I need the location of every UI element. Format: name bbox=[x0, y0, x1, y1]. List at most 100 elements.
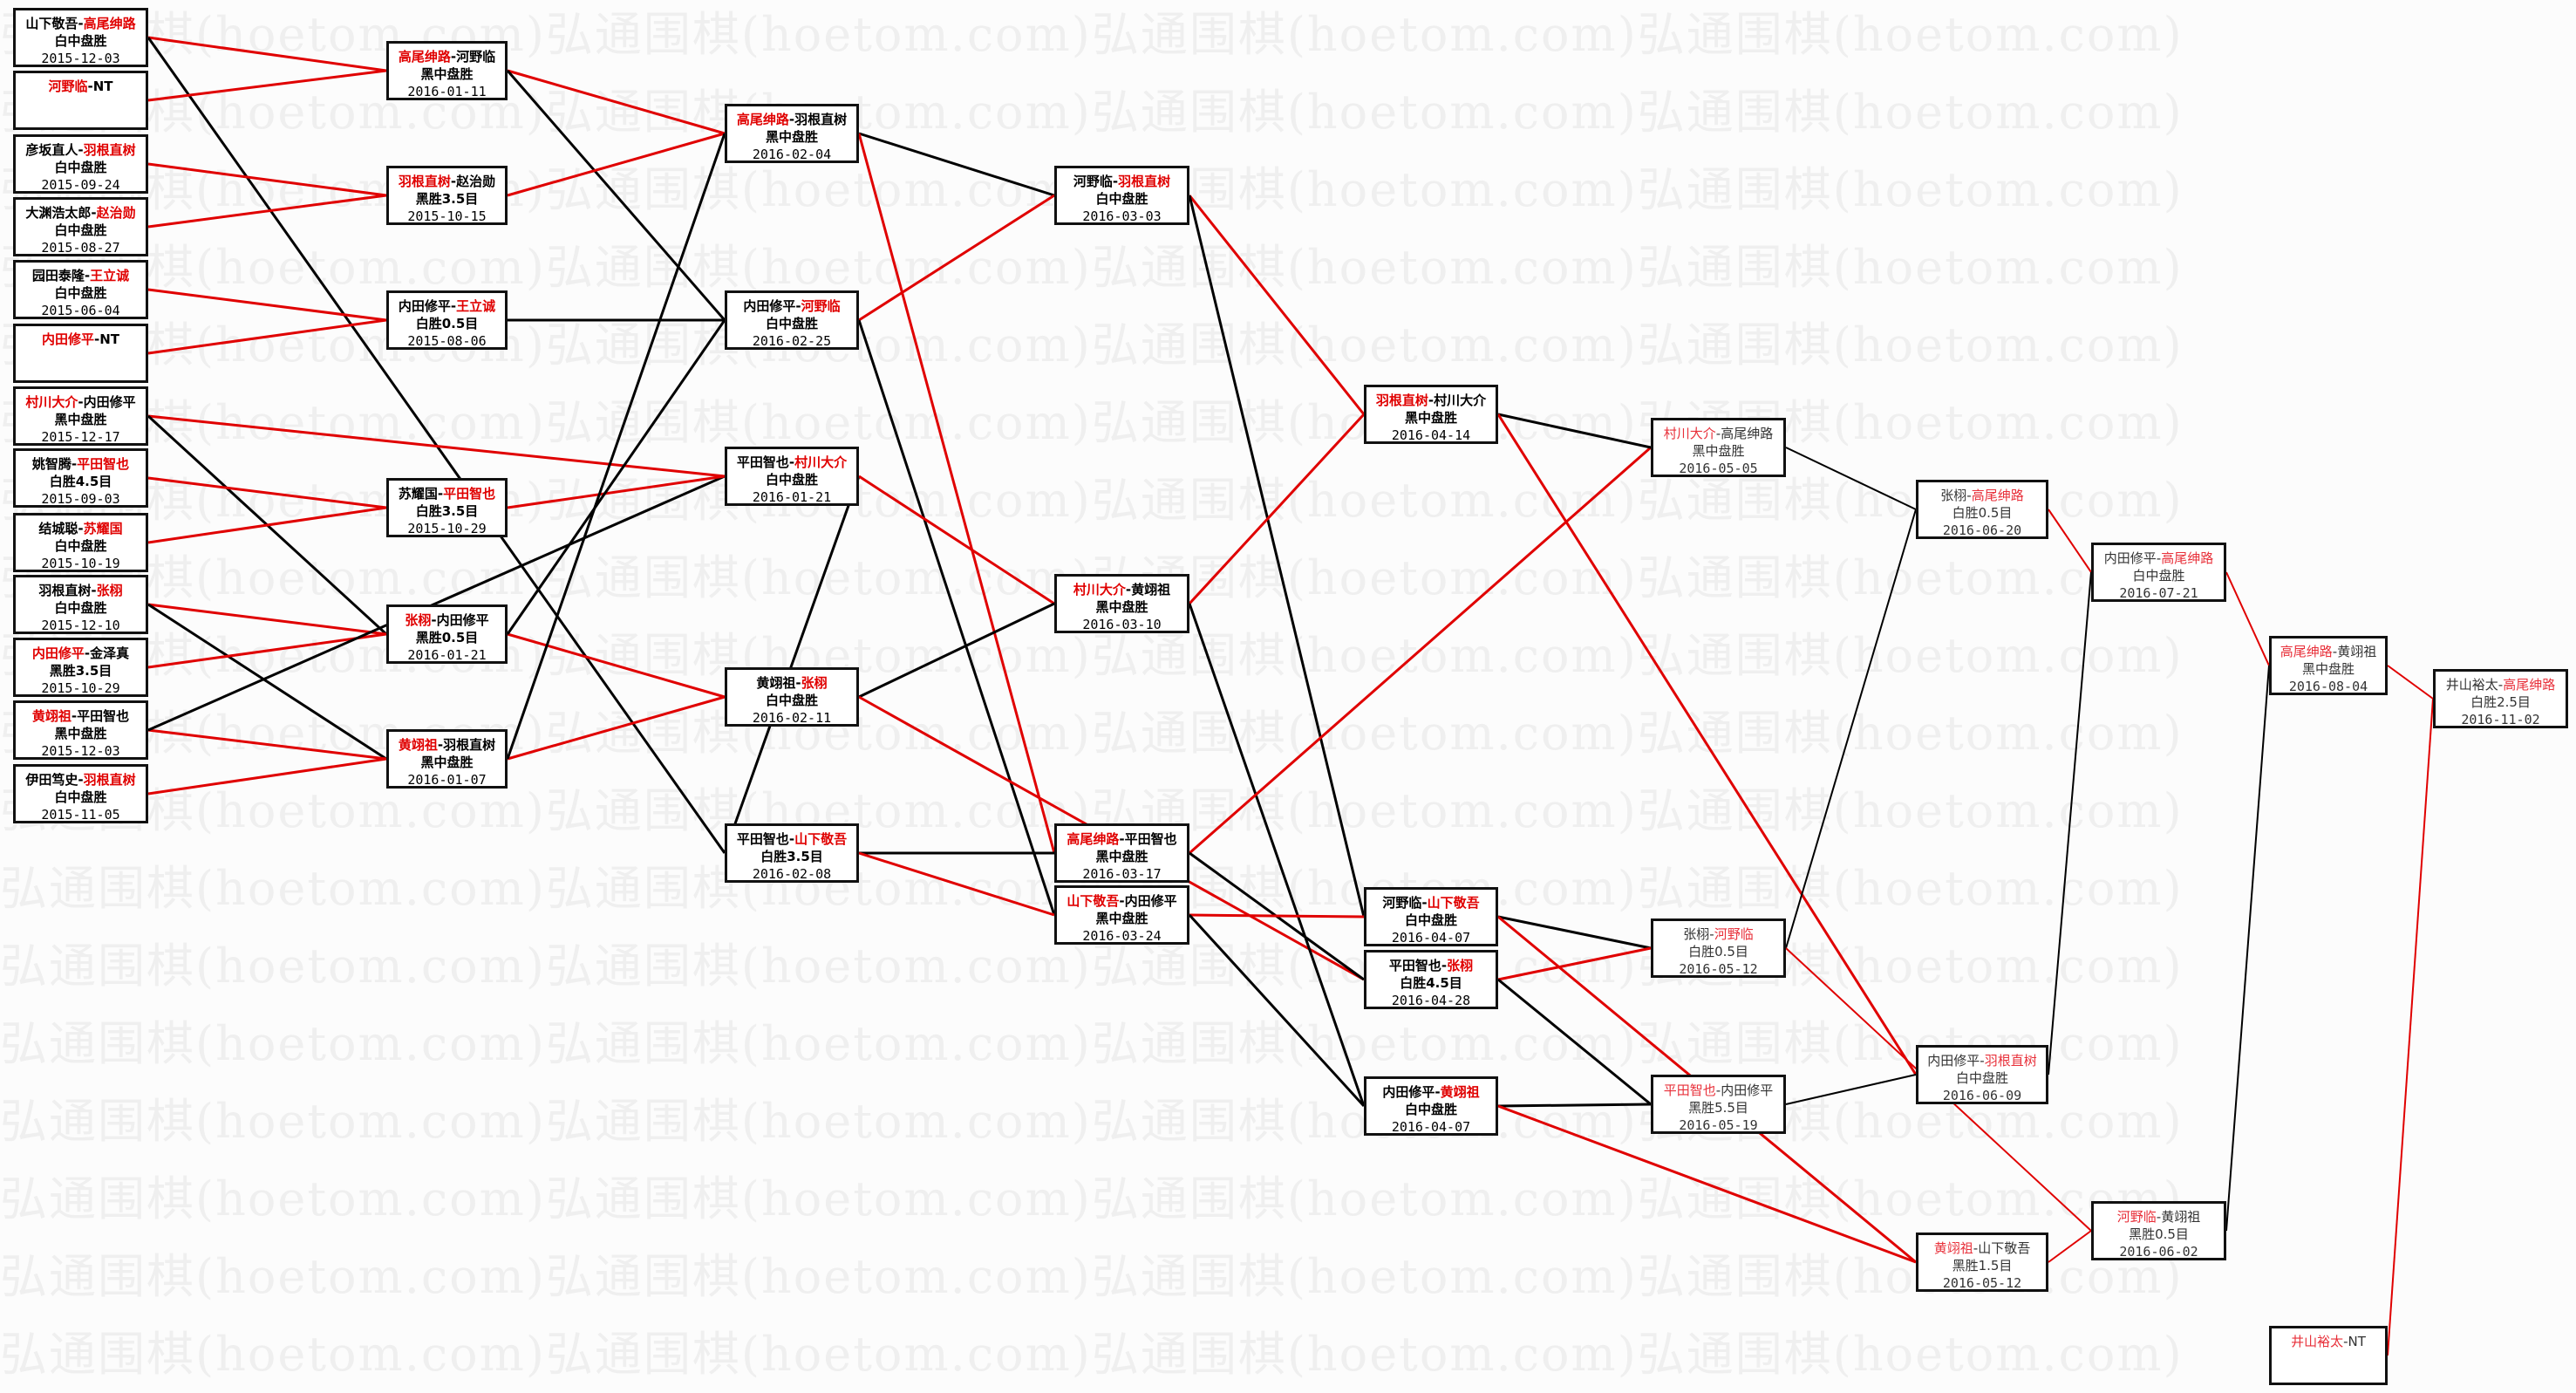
bracket-link-black bbox=[1497, 915, 1652, 950]
game-box[interactable]: 伊田笃史-羽根直树 白中盘胜 2015-11-05 bbox=[13, 764, 148, 823]
bracket-link-black bbox=[1188, 195, 1366, 918]
game-box[interactable]: 张栩-河野临 白胜0.5目 2016-05-12 bbox=[1651, 918, 1786, 978]
separator: - bbox=[78, 521, 84, 536]
player-2: 内田修平 bbox=[436, 612, 489, 628]
game-box[interactable]: 姚智腾-平田智也 白胜4.5目 2015-09-03 bbox=[13, 448, 148, 508]
bracket-link-red bbox=[1497, 1104, 1917, 1264]
game-date: 2016-02-08 bbox=[752, 866, 832, 882]
game-players: 高尾绅路-黄翊祖 bbox=[2272, 643, 2385, 660]
game-players: 姚智腾-平田智也 bbox=[16, 455, 146, 473]
game-box[interactable]: 张栩-高尾绅路 白胜0.5目 2016-06-20 bbox=[1916, 480, 2048, 539]
game-date: 2016-06-20 bbox=[1942, 522, 2022, 538]
separator: - bbox=[71, 456, 78, 472]
player-2: 山下敬吾 bbox=[1427, 895, 1480, 911]
game-date: 2016-05-12 bbox=[1679, 961, 1758, 977]
separator: - bbox=[2343, 1334, 2348, 1349]
game-box[interactable]: 井山裕太-NT bbox=[2269, 1326, 2388, 1385]
bracket-link-red bbox=[1189, 446, 1652, 855]
player-2: 羽根直树 bbox=[83, 142, 136, 158]
separator: - bbox=[1715, 426, 1721, 441]
game-box[interactable]: 内田修平-高尾绅路 白中盘胜 2016-07-21 bbox=[2091, 543, 2226, 602]
game-date: 2015-10-15 bbox=[407, 208, 487, 224]
game-box[interactable]: 羽根直树-赵治勋 黑胜3.5目 2015-10-15 bbox=[386, 166, 508, 225]
game-box[interactable]: 村川大介-黄翊祖 黑中盘胜 2016-03-10 bbox=[1054, 574, 1189, 633]
game-box[interactable]: 黄翊祖-山下敬吾 黑胜1.5目 2016-05-12 bbox=[1916, 1233, 2048, 1292]
separator: - bbox=[1715, 1082, 1721, 1098]
game-box[interactable]: 内田修平-王立诚 白胜0.5目 2015-08-06 bbox=[386, 290, 508, 350]
player-2: NT bbox=[2348, 1334, 2366, 1349]
game-box[interactable]: 河野临-羽根直树 白中盘胜 2016-03-03 bbox=[1054, 166, 1189, 225]
player-1: 井山裕太 bbox=[2291, 1334, 2344, 1349]
game-players: 河野临-黄翊祖 bbox=[2094, 1208, 2224, 1226]
player-2: 黄翊祖 bbox=[2337, 644, 2377, 659]
separator: - bbox=[788, 112, 795, 127]
game-box[interactable]: 山下敬吾-高尾绅路 白中盘胜 2015-12-03 bbox=[13, 8, 148, 67]
game-box[interactable]: 高尾绅路-平田智也 黑中盘胜 2016-03-17 bbox=[1054, 823, 1189, 883]
player-2: 山下敬吾 bbox=[1978, 1240, 2031, 1256]
player-2: 羽根直树 bbox=[1118, 174, 1171, 189]
game-box[interactable]: 羽根直树-张栩 白中盘胜 2015-12-10 bbox=[13, 575, 148, 634]
game-result: 黑中盘胜 bbox=[1095, 599, 1148, 615]
player-2: 内田修平 bbox=[83, 394, 136, 410]
game-players: 黄翊祖-羽根直树 bbox=[389, 736, 505, 754]
game-box[interactable]: 张栩-内田修平 黑胜0.5目 2016-01-21 bbox=[386, 604, 508, 664]
game-box[interactable]: 河野临-黄翊祖 黑胜0.5目 2016-06-02 bbox=[2091, 1201, 2226, 1260]
game-box[interactable]: 彦坂直人-羽根直树 白中盘胜 2015-09-24 bbox=[13, 134, 148, 194]
game-box[interactable]: 黄翊祖-平田智也 黑中盘胜 2015-12-03 bbox=[13, 700, 148, 760]
player-1: 羽根直树 bbox=[1375, 393, 1428, 408]
player-1: 高尾绅路 bbox=[2280, 644, 2333, 659]
game-result: 白胜3.5目 bbox=[760, 849, 823, 864]
game-box[interactable]: 黄翊祖-羽根直树 黑中盘胜 2016-01-07 bbox=[386, 729, 508, 789]
bracket-link-black bbox=[1497, 978, 1652, 1106]
game-box[interactable]: 平田智也-村川大介 白中盘胜 2016-01-21 bbox=[725, 447, 859, 506]
game-box[interactable]: 平田智也-张栩 白胜4.5目 2016-04-28 bbox=[1364, 950, 1498, 1009]
game-box[interactable]: 平田智也-内田修平 黑胜5.5目 2016-05-19 bbox=[1651, 1075, 1786, 1134]
bracket-link-red bbox=[147, 36, 387, 72]
game-box[interactable]: 高尾绅路-黄翊祖 黑中盘胜 2016-08-04 bbox=[2269, 636, 2388, 695]
bracket-link-red bbox=[2048, 1230, 2092, 1263]
player-2: 张栩 bbox=[801, 675, 828, 691]
game-box[interactable]: 苏耀国-平田智也 白胜3.5目 2015-10-29 bbox=[386, 478, 508, 537]
game-date: 2016-01-07 bbox=[407, 772, 487, 788]
game-box[interactable]: 河野临-山下敬吾 白中盘胜 2016-04-07 bbox=[1364, 887, 1498, 946]
game-box[interactable]: 内田修平-黄翊祖 白中盘胜 2016-04-07 bbox=[1364, 1076, 1498, 1136]
game-players: 内田修平-金泽真 bbox=[16, 645, 146, 662]
game-box[interactable]: 山下敬吾-内田修平 黑中盘胜 2016-03-24 bbox=[1054, 885, 1189, 945]
game-box[interactable]: 村川大介-高尾绅路 黑中盘胜 2016-05-05 bbox=[1651, 418, 1786, 477]
bracket-link-red bbox=[147, 318, 387, 355]
game-players: 村川大介-内田修平 bbox=[16, 393, 146, 411]
separator: - bbox=[437, 486, 444, 502]
game-box[interactable]: 高尾绅路-河野临 黑中盘胜 2016-01-11 bbox=[386, 41, 508, 100]
game-date: 2016-06-02 bbox=[2119, 1244, 2198, 1260]
game-result: 白中盘胜 bbox=[1404, 1102, 1457, 1117]
game-result: 白胜2.5目 bbox=[2470, 694, 2531, 710]
player-2: 高尾绅路 bbox=[2503, 677, 2556, 693]
game-box[interactable]: 大渊浩太郎-赵治勋 白中盘胜 2015-08-27 bbox=[13, 197, 148, 256]
game-date: 2016-07-21 bbox=[2119, 585, 2198, 601]
game-box[interactable]: 河野临-NT bbox=[13, 71, 148, 130]
game-box[interactable]: 羽根直树-村川大介 黑中盘胜 2016-04-14 bbox=[1364, 385, 1498, 444]
separator: - bbox=[91, 583, 97, 598]
game-players: 村川大介-高尾绅路 bbox=[1653, 425, 1783, 442]
game-box[interactable]: 园田泰隆-王立诚 白中盘胜 2015-06-04 bbox=[13, 260, 148, 319]
game-box[interactable]: 内田修平-金泽真 黑胜3.5目 2015-10-29 bbox=[13, 638, 148, 697]
bracket-link-red bbox=[147, 506, 387, 544]
bracket-link-black bbox=[506, 319, 726, 635]
game-box[interactable]: 内田修平-河野临 白中盘胜 2016-02-25 bbox=[725, 290, 859, 350]
game-box[interactable]: 内田修平-羽根直树 白中盘胜 2016-06-09 bbox=[1916, 1045, 2048, 1104]
player-2: NT bbox=[99, 331, 120, 347]
game-box[interactable]: 村川大介-内田修平 黑中盘胜 2015-12-17 bbox=[13, 386, 148, 446]
game-box[interactable]: 高尾绅路-羽根直树 黑中盘胜 2016-02-04 bbox=[725, 104, 859, 163]
player-1: 村川大介 bbox=[1073, 582, 1126, 597]
game-box[interactable]: 黄翊祖-张栩 白中盘胜 2016-02-11 bbox=[725, 667, 859, 727]
game-box[interactable]: 结城聪-苏耀国 白中盘胜 2015-10-19 bbox=[13, 513, 148, 572]
game-box[interactable]: 井山裕太-高尾绅路 白胜2.5目 2016-11-02 bbox=[2433, 669, 2568, 728]
game-box[interactable]: 内田修平-NT bbox=[13, 324, 148, 383]
bracket-link-black bbox=[1497, 1103, 1652, 1108]
game-result: 白中盘胜 bbox=[54, 600, 107, 616]
game-result: 白中盘胜 bbox=[54, 160, 107, 175]
bracket-link-black bbox=[1785, 447, 1917, 510]
game-box[interactable]: 平田智也-山下敬吾 白胜3.5目 2016-02-08 bbox=[725, 823, 859, 883]
player-1: 平田智也 bbox=[736, 831, 789, 847]
game-date: 2015-10-29 bbox=[41, 680, 120, 696]
